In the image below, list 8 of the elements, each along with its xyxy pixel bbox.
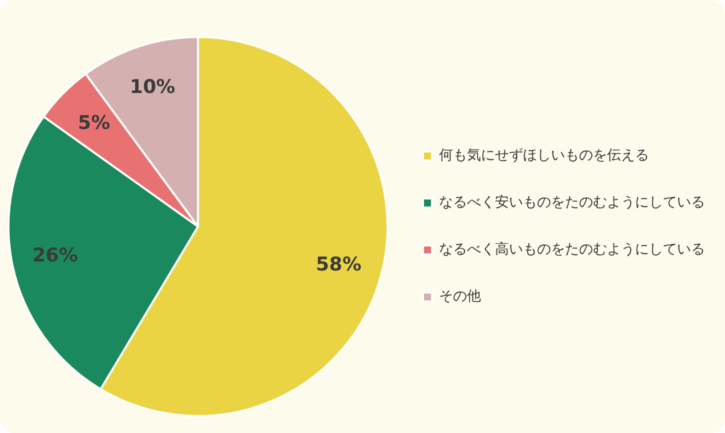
legend-label: なるべく高いものをたのむようにしている (439, 242, 705, 258)
data-label: 58% (316, 253, 362, 276)
legend-label: その他 (439, 288, 481, 305)
legend-label: なるべく安いものをたのむようにしている (439, 194, 705, 211)
data-label: 26% (32, 244, 78, 266)
data-label: 5% (78, 112, 110, 134)
data-label: 10% (130, 76, 176, 98)
legend-label: 何も気にせずほしいものを伝える (439, 148, 649, 164)
